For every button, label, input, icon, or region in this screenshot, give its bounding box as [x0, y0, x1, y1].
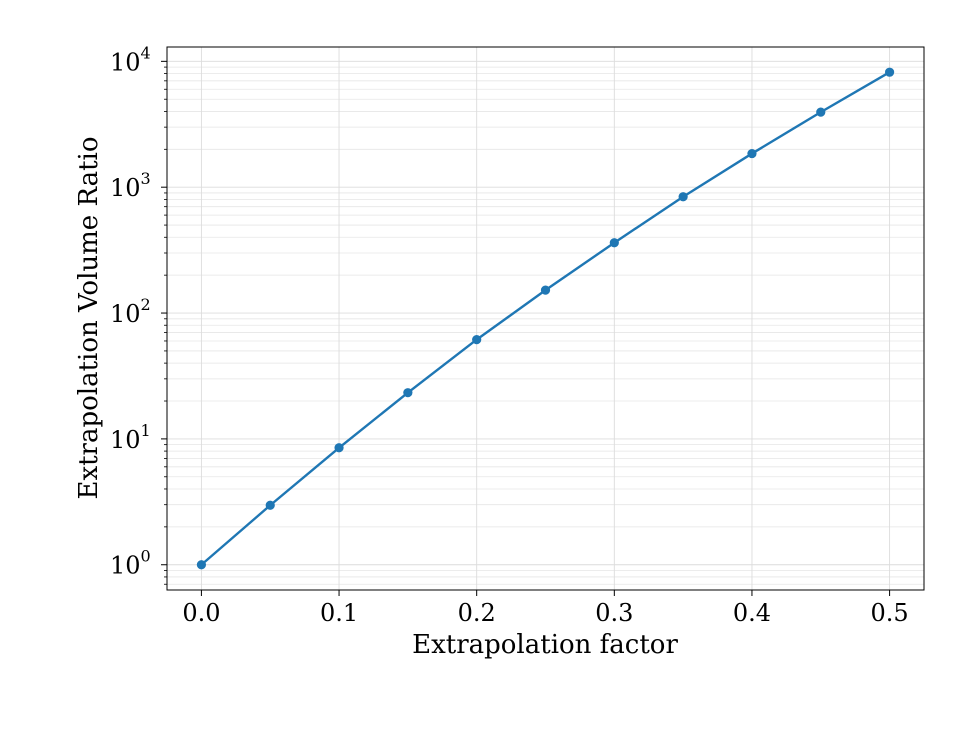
y-axis-label: Extrapolation Volume Ratio — [74, 136, 104, 499]
x-tick-label: 0.2 — [458, 599, 496, 627]
data-point — [403, 388, 413, 398]
data-point — [609, 238, 619, 248]
y-tick-label: 104 — [110, 43, 151, 76]
y-tick-label: 103 — [110, 169, 151, 202]
data-point — [196, 560, 207, 570]
x-tick-label: 0.5 — [871, 599, 909, 627]
y-tick-label: 100 — [110, 547, 151, 580]
x-tick-label: 0.3 — [595, 599, 633, 627]
data-point — [540, 285, 551, 295]
data-point — [678, 192, 688, 202]
series-layer — [196, 67, 895, 570]
x-tick-label: 0.1 — [320, 599, 358, 627]
data-point — [472, 335, 482, 345]
x-axis-label: Extrapolation factor — [412, 630, 678, 660]
data-point — [747, 148, 757, 159]
x-tick-label: 0.0 — [182, 599, 220, 627]
y-tick-label: 101 — [110, 421, 151, 454]
y-tick-label: 102 — [110, 295, 151, 328]
minor-grid — [167, 66, 924, 585]
ticks: 0.0 0.1 0.2 0.3 0.4 0.5 100 101 102 103 104 — [110, 43, 909, 627]
x-tick-label: 0.4 — [733, 599, 771, 627]
data-point — [884, 67, 895, 77]
major-grid — [167, 47, 924, 590]
data-point — [334, 443, 344, 453]
data-point — [265, 500, 275, 510]
data-point — [816, 107, 826, 117]
